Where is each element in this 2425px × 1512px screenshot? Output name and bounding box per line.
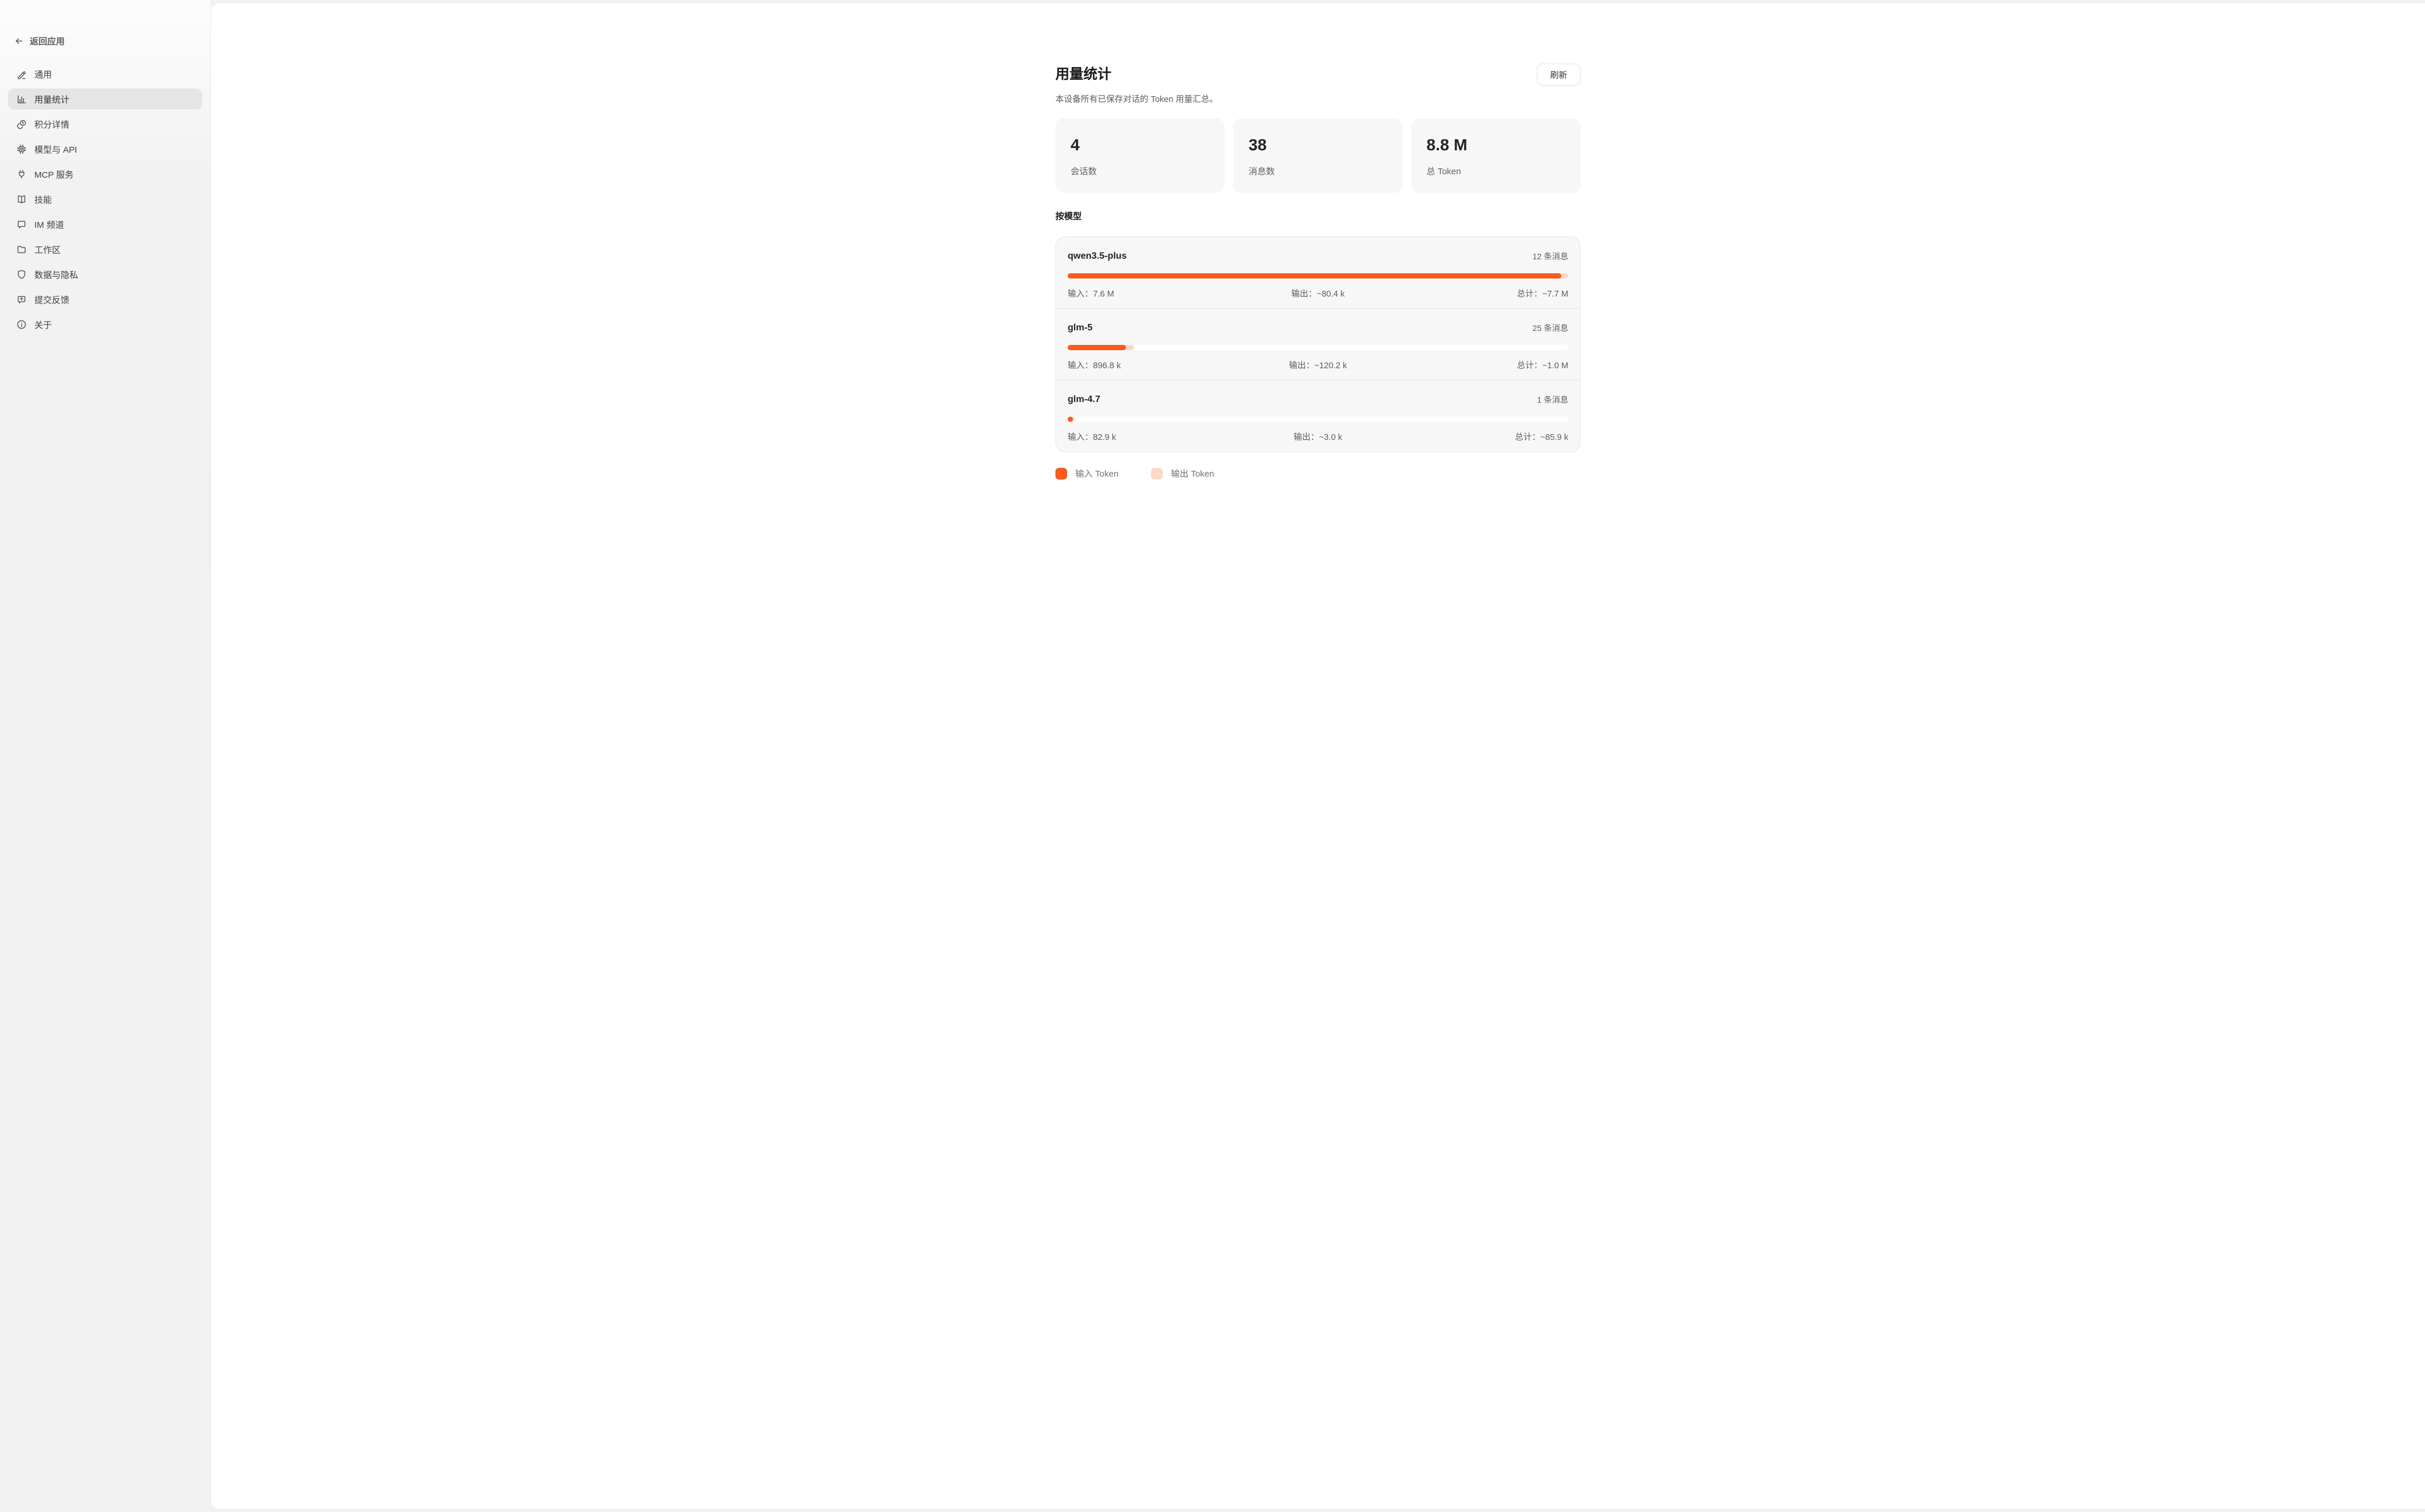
token-legend: 输入 Token 输出 Token: [1055, 467, 1581, 480]
token-usage-bar: [1068, 273, 1568, 279]
legend-label: 输入 Token: [1075, 469, 1119, 479]
sidebar-item-label: 数据与隐私: [34, 270, 79, 280]
model-output-tokens: 输出：~80.4 k: [1291, 290, 1345, 299]
sidebar-item-label: 模型与 API: [34, 144, 78, 155]
sidebar-item-label: 通用: [34, 69, 52, 80]
stat-card-sessions: 4 会话数: [1055, 118, 1225, 193]
model-usage-card: qwen3.5-plus 12 条消息 输入：7.6 M 输出：~80.4 k …: [1055, 237, 1581, 452]
arrow-left-icon: [15, 38, 23, 44]
refresh-button[interactable]: 刷新: [1537, 64, 1581, 86]
folder-icon: [16, 244, 27, 255]
info-icon: [16, 319, 27, 330]
model-input-tokens: 输入：896.8 k: [1068, 361, 1121, 371]
sessions-value: 4: [1071, 136, 1080, 154]
model-message-count: 1 条消息: [1537, 395, 1568, 404]
sidebar-item-label: MCP 服务: [34, 170, 74, 180]
main-panel: 用量统计 刷新 本设备所有已保存对话的 Token 用量汇总。 4 会话数 38…: [210, 2, 2425, 1510]
sidebar-item-label: 用量统计: [34, 94, 70, 105]
model-total-tokens: 总计：~1.0 M: [1516, 361, 1568, 371]
chat-icon: [16, 219, 27, 230]
output-token-swatch: [1151, 467, 1163, 480]
sidebar-item-privacy[interactable]: 数据与隐私: [8, 264, 202, 285]
model-input-tokens: 输入：7.6 M: [1068, 290, 1114, 299]
token-usage-bar: [1068, 345, 1568, 350]
model-message-count: 12 条消息: [1532, 252, 1568, 261]
stat-card-total-tokens: 8.8 M 总 Token: [1411, 118, 1581, 193]
sidebar-item-label: 积分详情: [34, 119, 70, 130]
sidebar-item-skills[interactable]: 技能: [8, 189, 202, 210]
input-token-swatch: [1055, 467, 1067, 480]
model-output-tokens: 输出：~120.2 k: [1289, 361, 1347, 371]
total-tokens-label: 总 Token: [1426, 167, 1461, 177]
model-name: glm-4.7: [1068, 394, 1101, 404]
by-model-section-title: 按模型: [1055, 212, 1082, 221]
sidebar-item-models-api[interactable]: 模型与 API: [8, 139, 202, 160]
feedback-icon: [16, 294, 27, 305]
sidebar-item-label: 工作区: [34, 245, 61, 255]
sidebar-item-usage-stats[interactable]: 用量统计: [8, 89, 202, 110]
model-total-tokens: 总计：~7.7 M: [1516, 290, 1568, 299]
model-row-glm-4-7: glm-4.7 1 条消息 输入：82.9 k 输出：~3.0 k 总计：~85…: [1056, 380, 1580, 452]
stat-card-messages: 38 消息数: [1233, 118, 1403, 193]
page-subtitle: 本设备所有已保存对话的 Token 用量汇总。: [1055, 95, 1218, 104]
sidebar-item-label: 技能: [34, 195, 52, 205]
sidebar-item-feedback[interactable]: 提交反馈: [8, 289, 202, 310]
stats-cards: 4 会话数 38 消息数 8.8 M 总 Token: [1055, 118, 1581, 193]
total-tokens-value: 8.8 M: [1426, 136, 1467, 154]
token-usage-bar: [1068, 417, 1568, 422]
model-name: glm-5: [1068, 323, 1093, 333]
sidebar-item-workspace[interactable]: 工作区: [8, 239, 202, 260]
model-total-tokens: 总计：~85.9 k: [1515, 433, 1568, 442]
input-token-bar-segment: [1068, 273, 1561, 279]
model-input-tokens: 输入：82.9 k: [1068, 433, 1116, 442]
model-name: qwen3.5-plus: [1068, 251, 1127, 261]
back-to-app-button[interactable]: 返回应用: [14, 35, 210, 47]
legend-output-token: 输出 Token: [1151, 467, 1214, 480]
sidebar-item-label: 关于: [34, 320, 52, 330]
model-message-count: 25 条消息: [1532, 323, 1568, 333]
sidebar-item-label: IM 频道: [34, 220, 64, 230]
bar-chart-icon: [16, 94, 27, 104]
messages-value: 38: [1248, 136, 1267, 154]
book-open-icon: [16, 194, 27, 205]
sessions-label: 会话数: [1071, 167, 1097, 177]
chip-icon: [16, 144, 27, 154]
model-row-qwen3-5-plus: qwen3.5-plus 12 条消息 输入：7.6 M 输出：~80.4 k …: [1056, 237, 1580, 308]
shield-icon: [16, 269, 27, 280]
sidebar-item-im-channels[interactable]: IM 频道: [8, 214, 202, 235]
coins-icon: [16, 119, 27, 129]
page-title: 用量统计: [1055, 66, 1111, 82]
model-output-tokens: 输出：~3.0 k: [1293, 433, 1343, 442]
back-to-app-label: 返回应用: [30, 37, 65, 47]
sidebar: 返回应用 通用 用量统计 积分详情 模型与 API: [0, 0, 210, 570]
legend-label: 输出 Token: [1171, 469, 1215, 479]
pencil-icon: [16, 69, 27, 79]
sidebar-item-credits[interactable]: 积分详情: [8, 114, 202, 135]
sidebar-item-general[interactable]: 通用: [8, 64, 202, 84]
input-token-bar-segment: [1068, 345, 1126, 350]
messages-label: 消息数: [1248, 167, 1275, 177]
sidebar-nav: 通用 用量统计 积分详情 模型与 API MCP 服务: [0, 64, 210, 335]
model-row-glm-5: glm-5 25 条消息 输入：896.8 k 输出：~120.2 k 总计：~…: [1056, 308, 1580, 380]
sidebar-item-label: 提交反馈: [34, 295, 70, 305]
sidebar-item-mcp[interactable]: MCP 服务: [8, 164, 202, 185]
legend-input-token: 输入 Token: [1055, 467, 1118, 480]
plug-icon: [16, 169, 27, 179]
sidebar-item-about[interactable]: 关于: [8, 314, 202, 335]
input-token-bar-segment: [1068, 417, 1074, 422]
